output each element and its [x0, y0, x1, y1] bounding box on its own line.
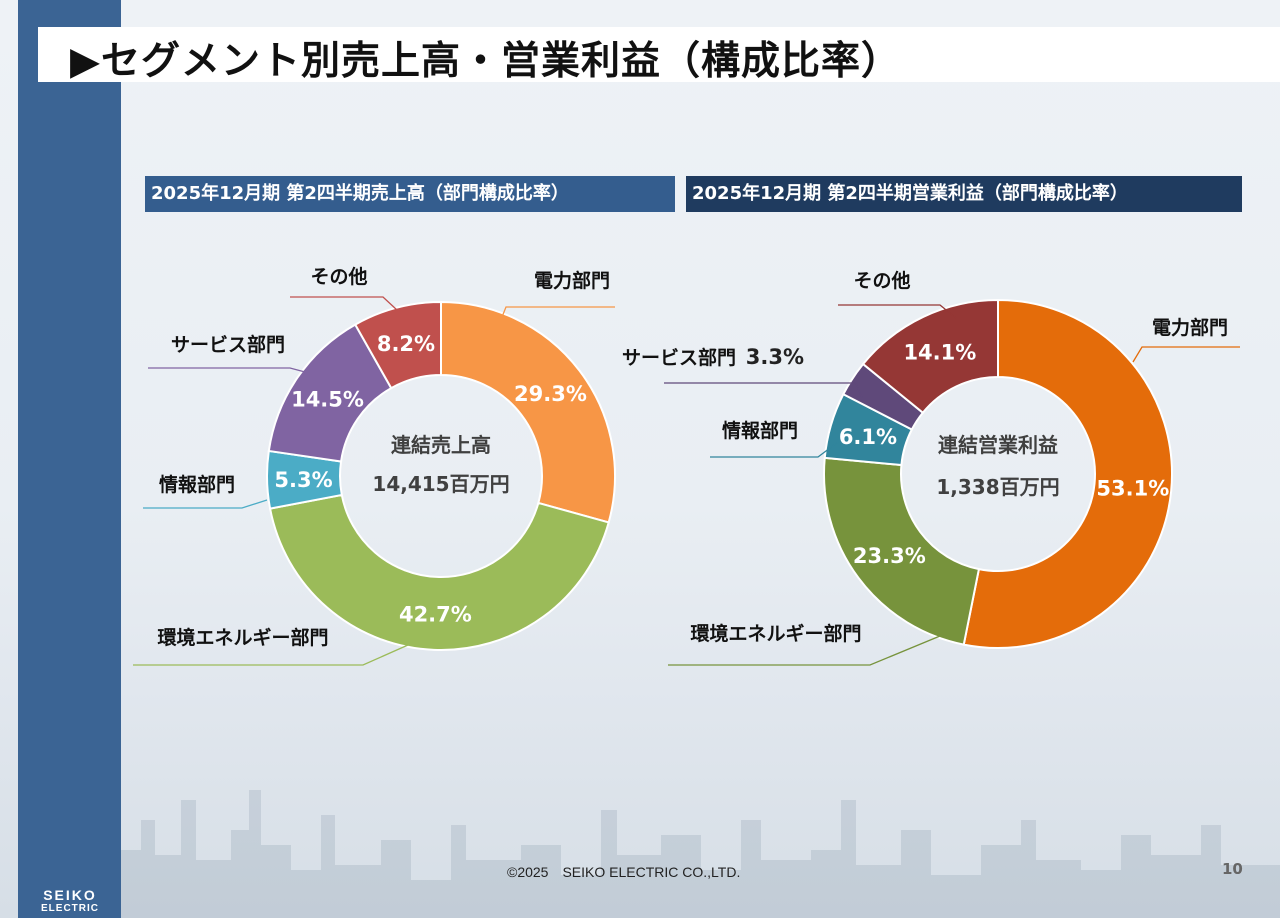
leader-line-environment	[133, 644, 409, 666]
value-label-service: 3.3%	[746, 345, 804, 369]
slice-environment	[823, 456, 981, 646]
sidebar-band	[18, 0, 121, 918]
logo-line-1: SEIKO	[43, 887, 97, 903]
category-label-environment: 環境エネルギー部門	[157, 626, 328, 649]
category-label-service: サービス部門	[622, 346, 736, 369]
center-value: 14,415百万円	[372, 472, 509, 496]
leader-line-other	[290, 296, 398, 311]
category-label-other: その他	[853, 269, 910, 292]
profit-chart-header: 2025年12月期 第2四半期営業利益（部門構成比率）	[686, 176, 1242, 212]
leader-line-power	[491, 306, 615, 343]
leader-line-information	[143, 499, 268, 509]
value-label-power: 29.3%	[514, 382, 587, 406]
center-label: 連結営業利益	[938, 433, 1058, 457]
page-title: ▶セグメント別売上高・営業利益（構成比率）	[70, 39, 901, 84]
value-label-environment: 23.3%	[853, 544, 926, 568]
value-label-service: 14.5%	[291, 387, 364, 411]
logo-line-2: ELECTRIC	[41, 903, 99, 914]
page-number: 10	[1222, 860, 1243, 878]
slice-other	[861, 298, 999, 415]
profit-donut: 53.1% 電力部門 23.3% 環境エネルギー部門 6.1% 情報部門 3.3% サービス部…	[622, 269, 1240, 666]
leader-line-information	[710, 441, 839, 458]
slice-other	[353, 300, 442, 390]
leader-line-service	[148, 367, 306, 373]
company-logo: SEIKO ELECTRIC	[20, 887, 120, 918]
category-label-information: 情報部門	[159, 473, 235, 496]
value-label-information: 5.3%	[274, 468, 332, 492]
value-label-environment: 42.7%	[399, 602, 472, 626]
value-label-power: 53.1%	[1096, 476, 1169, 500]
title-bar	[38, 27, 1280, 82]
category-label-service: サービス部門	[171, 333, 285, 356]
slice-power	[962, 298, 1173, 649]
center-label: 連結売上高	[391, 433, 491, 457]
value-label-other: 8.2%	[377, 332, 435, 356]
copyright-footer: ©2025 SEIKO ELECTRIC CO.,LTD.	[507, 864, 741, 880]
category-label-information: 情報部門	[722, 419, 798, 442]
sales-chart-header: 2025年12月期 第2四半期売上高（部門構成比率）	[145, 176, 675, 212]
category-label-environment: 環境エネルギー部門	[690, 622, 861, 645]
value-label-other: 14.1%	[903, 341, 976, 365]
category-label-power: 電力部門	[534, 269, 610, 292]
leader-line-environment	[668, 635, 941, 666]
category-label-other: その他	[310, 265, 367, 288]
category-label-power: 電力部門	[1152, 316, 1228, 339]
leader-line-service	[664, 382, 863, 399]
value-label-information: 6.1%	[839, 425, 897, 449]
leader-line-power	[1132, 346, 1240, 363]
center-value: 1,338百万円	[936, 475, 1059, 499]
city-skyline-background	[121, 790, 1280, 918]
slice-environment	[268, 493, 610, 651]
leader-line-other	[838, 304, 957, 319]
slice-power	[440, 300, 616, 524]
sales-donut: 29.3% 電力部門 42.7% 環境エネルギー部門 5.3% 情報部門 14.5% サービス…	[133, 265, 616, 666]
